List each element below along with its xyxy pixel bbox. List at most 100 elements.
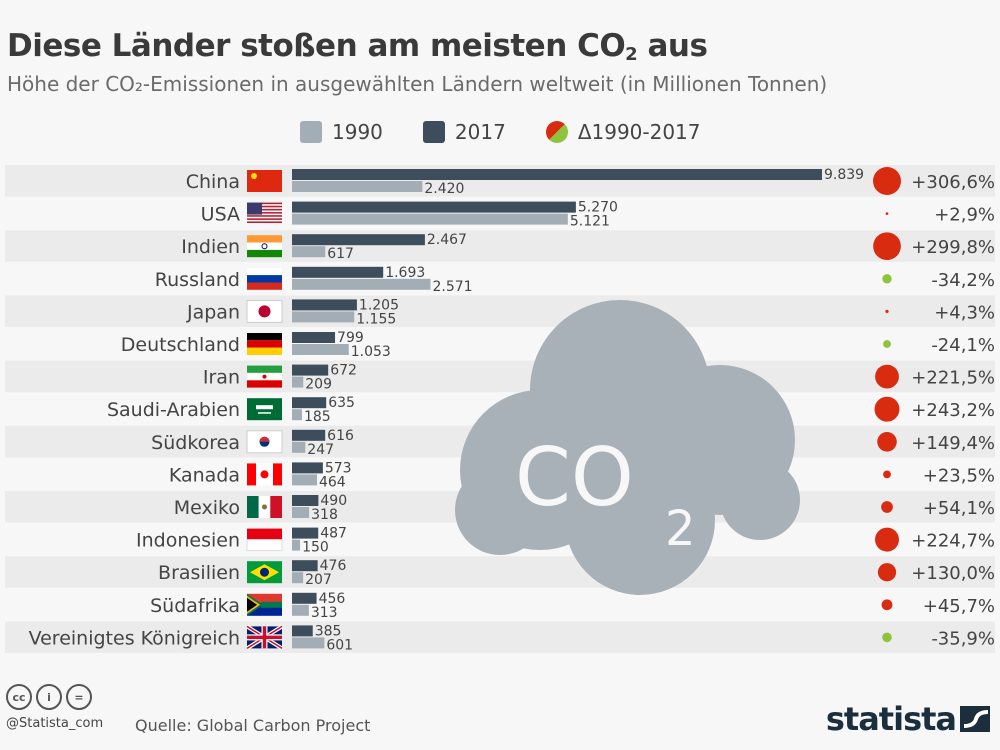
bar-2017 <box>292 169 822 180</box>
bar-1990 <box>292 376 304 388</box>
value-label-1990: 150 <box>302 540 329 556</box>
bar-2017 <box>292 429 326 441</box>
bar-2017 <box>292 299 357 311</box>
legend-label: Δ1990-2017 <box>577 120 701 144</box>
bar-1990 <box>292 474 317 486</box>
bar-1990 <box>292 604 309 616</box>
country-label: USA <box>201 204 240 226</box>
country-label: Südkorea <box>151 432 240 454</box>
value-label-2017: 476 <box>320 558 347 574</box>
value-label-2017: 672 <box>330 363 357 379</box>
bar-1990 <box>292 311 355 323</box>
bar-1990 <box>292 572 304 584</box>
change-label: +306,6% <box>911 172 995 193</box>
legend: 1990 2017 Δ1990-2017 <box>300 120 701 144</box>
bar-2017 <box>292 592 317 604</box>
table-row: Indien 2.467 617 +299,8% <box>181 232 995 262</box>
value-label-2017: 1.205 <box>359 297 399 313</box>
country-label: Indonesien <box>136 530 240 552</box>
change-bubble <box>877 563 897 582</box>
legend-item-1990: 1990 <box>300 120 383 144</box>
country-label: Russland <box>155 269 240 291</box>
bar-1990 <box>292 344 349 355</box>
row-shade <box>5 556 995 588</box>
co2-cloud-icon: CO 2 <box>455 300 800 595</box>
value-label-1990: 207 <box>305 572 332 588</box>
country-label: China <box>186 171 240 193</box>
change-label: +149,4% <box>911 433 995 454</box>
cc-icon[interactable]: cc <box>6 684 32 710</box>
change-label: -24,1% <box>931 335 995 356</box>
table-row: China 9.839 2.420 +306,6% <box>186 167 995 197</box>
no-derivatives-icon[interactable]: = <box>66 684 92 710</box>
change-bubble <box>881 599 893 611</box>
bar-1990 <box>292 441 306 453</box>
cloud-label: CO <box>515 431 634 524</box>
change-bubble <box>874 396 900 422</box>
change-bubble <box>875 527 899 552</box>
value-label-2017: 1.693 <box>385 265 425 281</box>
bar-1990 <box>292 181 423 192</box>
twitter-handle[interactable]: @Statista_com <box>6 716 104 731</box>
bar-2017 <box>292 527 319 539</box>
value-label-2017: 456 <box>319 591 346 607</box>
attribution-icon[interactable]: i <box>36 684 62 710</box>
flag-india-icon <box>247 235 282 258</box>
change-label: +299,8% <box>911 237 995 258</box>
value-label-2017: 616 <box>327 428 354 444</box>
flag-china-icon <box>247 170 282 192</box>
country-label: Kanada <box>169 464 240 486</box>
flag-usa-icon <box>247 202 282 224</box>
legend-label: 1990 <box>332 120 383 144</box>
row-shade <box>5 360 995 393</box>
change-label: +243,2% <box>911 400 995 421</box>
change-label: +4,3% <box>934 302 995 323</box>
value-label-1990: 209 <box>305 377 332 393</box>
bar-2017 <box>292 266 384 278</box>
flag-uk-icon <box>245 624 284 651</box>
logo-text: statista <box>825 700 957 738</box>
bar-2017 <box>292 560 318 572</box>
flag-japan-icon <box>246 299 283 323</box>
flag-south-korea-icon <box>246 430 283 454</box>
value-label-1990: 5.121 <box>570 214 610 230</box>
change-bubble <box>875 364 899 389</box>
flag-mexico-icon <box>247 496 282 518</box>
country-label: Mexiko <box>174 497 240 519</box>
change-label: +224,7% <box>911 531 995 552</box>
bar-2017 <box>292 462 323 474</box>
change-label: +54,1% <box>923 498 995 519</box>
value-label-1990: 1.053 <box>351 344 391 360</box>
flag-brazil-icon <box>247 561 282 584</box>
change-bubble <box>873 232 901 261</box>
country-label: Brasilien <box>158 562 240 584</box>
value-label-1990: 617 <box>327 246 354 262</box>
change-bubble <box>883 470 891 479</box>
bar-2017 <box>292 625 313 637</box>
bar-2017 <box>292 397 327 409</box>
value-label-1990: 601 <box>326 637 353 653</box>
legend-item-2017: 2017 <box>422 120 506 144</box>
change-bubble <box>877 432 897 452</box>
value-label-1990: 2.571 <box>432 279 472 295</box>
statista-logo[interactable]: statista <box>826 700 990 738</box>
country-label: Vereinigtes Königreich <box>29 627 240 649</box>
flag-saudi-arabia-icon <box>247 398 282 421</box>
bar-2017 <box>292 234 425 246</box>
bar-2017 <box>292 364 329 376</box>
country-label: Indien <box>181 236 240 258</box>
bar-1990 <box>292 637 325 649</box>
change-bubble <box>882 632 892 643</box>
country-label: Saudi-Arabien <box>107 399 240 421</box>
value-label-2017: 573 <box>325 460 352 476</box>
flag-russia-icon <box>247 267 282 290</box>
value-label-1990: 185 <box>304 409 331 425</box>
